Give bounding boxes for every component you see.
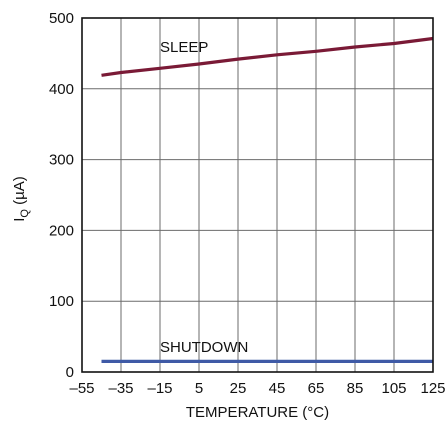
tick-labels: –55 –35 –15 5 25 45 65 85 105 125 0 100 200 300 400 500 xyxy=(49,10,446,397)
series-label-shutdown: SHUTDOWN xyxy=(160,339,248,356)
x-tick-label: –15 xyxy=(147,380,172,397)
y-tick-label: 400 xyxy=(49,81,74,98)
series-labels: SLEEP SHUTDOWN xyxy=(160,39,248,356)
x-tick-label: 5 xyxy=(195,380,203,397)
grid xyxy=(82,18,433,372)
y-axis-title-sub: Q xyxy=(19,209,31,218)
x-tick-label: 45 xyxy=(269,380,286,397)
series-lines xyxy=(101,36,434,363)
series-line-sleep xyxy=(101,36,434,77)
y-tick-label: 0 xyxy=(66,364,74,381)
series-label-sleep: SLEEP xyxy=(160,39,208,56)
x-tick-label: –35 xyxy=(108,380,133,397)
y-tick-label: 100 xyxy=(49,293,74,310)
plot-frame xyxy=(81,17,434,373)
x-axis-title: TEMPERATURE (°C) xyxy=(186,404,329,421)
x-tick-label: 25 xyxy=(230,380,247,397)
x-tick-label: 65 xyxy=(308,380,325,397)
y-axis-title-main: I xyxy=(11,218,28,222)
y-axis-title: IQ (µA) xyxy=(11,176,31,222)
x-tick-label: 105 xyxy=(381,380,406,397)
y-tick-label: 200 xyxy=(49,222,74,239)
y-tick-label: 300 xyxy=(49,152,74,169)
y-axis-title-unit: (µA) xyxy=(11,176,28,209)
x-tick-label: 125 xyxy=(420,380,445,397)
x-tick-label: –55 xyxy=(69,380,94,397)
x-tick-label: 85 xyxy=(347,380,364,397)
y-tick-label: 500 xyxy=(49,10,74,27)
